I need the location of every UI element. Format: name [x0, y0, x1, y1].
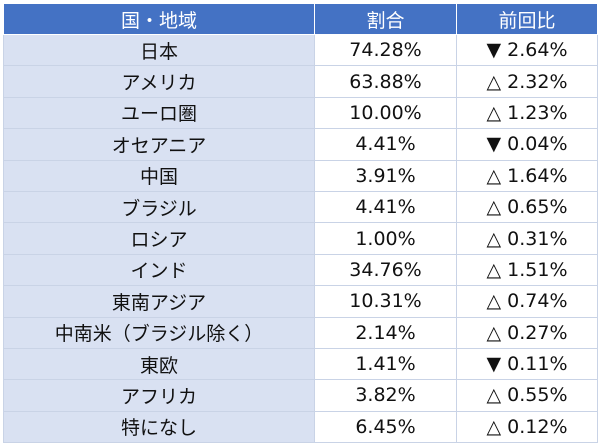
table-row: 特になし 6.45% △ 0.12%	[3, 410, 598, 443]
change-cell: ▼ 2.64%	[456, 33, 598, 67]
share-cell: 1.00%	[314, 222, 457, 255]
change-cell: △ 0.74%	[456, 285, 598, 318]
share-cell: 63.88%	[314, 65, 457, 98]
header-change: 前回比	[456, 3, 598, 35]
region-cell: アメリカ	[3, 65, 315, 98]
share-cell: 34.76%	[314, 253, 457, 287]
region-cell: 中国	[3, 159, 315, 192]
header-share: 割合	[314, 3, 457, 35]
share-cell: 74.28%	[314, 33, 457, 67]
region-cell: ユーロ圏	[3, 96, 315, 130]
share-cell: 1.41%	[314, 347, 457, 381]
table-row: ユーロ圏 10.00% △ 1.23%	[3, 96, 598, 130]
share-cell: 10.00%	[314, 96, 457, 130]
table-row: 東欧 1.41% ▼ 0.11%	[3, 347, 598, 381]
region-cell: インド	[3, 253, 315, 287]
table-row: 中国 3.91% △ 1.64%	[3, 159, 598, 192]
table-row: アフリカ 3.82% △ 0.55%	[3, 379, 598, 412]
change-cell: △ 1.64%	[456, 159, 598, 192]
region-cell: 日本	[3, 33, 315, 67]
region-cell: アフリカ	[3, 379, 315, 412]
region-cell: 東欧	[3, 347, 315, 381]
change-cell: △ 2.32%	[456, 65, 598, 98]
table-row: アメリカ 63.88% △ 2.32%	[3, 65, 598, 98]
region-share-table: 国・地域 割合 前回比 日本 74.28% ▼ 2.64% アメリカ 63.88…	[3, 3, 598, 443]
table-row: オセアニア 4.41% ▼ 0.04%	[3, 128, 598, 161]
share-cell: 6.45%	[314, 410, 457, 443]
share-cell: 10.31%	[314, 285, 457, 318]
change-cell: ▼ 0.04%	[456, 128, 598, 161]
table-row: 東南アジア 10.31% △ 0.74%	[3, 285, 598, 318]
change-cell: △ 1.51%	[456, 253, 598, 287]
table-row: 日本 74.28% ▼ 2.64%	[3, 33, 598, 67]
region-cell: ブラジル	[3, 190, 315, 224]
change-cell: △ 0.65%	[456, 190, 598, 224]
table-row: 中南米（ブラジル除く） 2.14% △ 0.27%	[3, 316, 598, 349]
region-cell: 東南アジア	[3, 285, 315, 318]
table-row: ブラジル 4.41% △ 0.65%	[3, 190, 598, 224]
change-cell: ▼ 0.11%	[456, 347, 598, 381]
table-header: 国・地域 割合 前回比	[3, 3, 598, 35]
share-cell: 2.14%	[314, 316, 457, 349]
change-cell: △ 0.55%	[456, 379, 598, 412]
table-row: インド 34.76% △ 1.51%	[3, 253, 598, 287]
share-cell: 3.91%	[314, 159, 457, 192]
header-region: 国・地域	[3, 3, 315, 35]
header-row: 国・地域 割合 前回比	[3, 3, 598, 35]
table-body: 日本 74.28% ▼ 2.64% アメリカ 63.88% △ 2.32% ユー…	[3, 33, 598, 443]
change-cell: △ 0.31%	[456, 222, 598, 255]
share-cell: 4.41%	[314, 128, 457, 161]
region-cell: オセアニア	[3, 128, 315, 161]
change-cell: △ 0.12%	[456, 410, 598, 443]
share-cell: 4.41%	[314, 190, 457, 224]
change-cell: △ 0.27%	[456, 316, 598, 349]
share-cell: 3.82%	[314, 379, 457, 412]
change-cell: △ 1.23%	[456, 96, 598, 130]
region-cell: 特になし	[3, 410, 315, 443]
region-cell: 中南米（ブラジル除く）	[3, 316, 315, 349]
region-cell: ロシア	[3, 222, 315, 255]
table-row: ロシア 1.00% △ 0.31%	[3, 222, 598, 255]
